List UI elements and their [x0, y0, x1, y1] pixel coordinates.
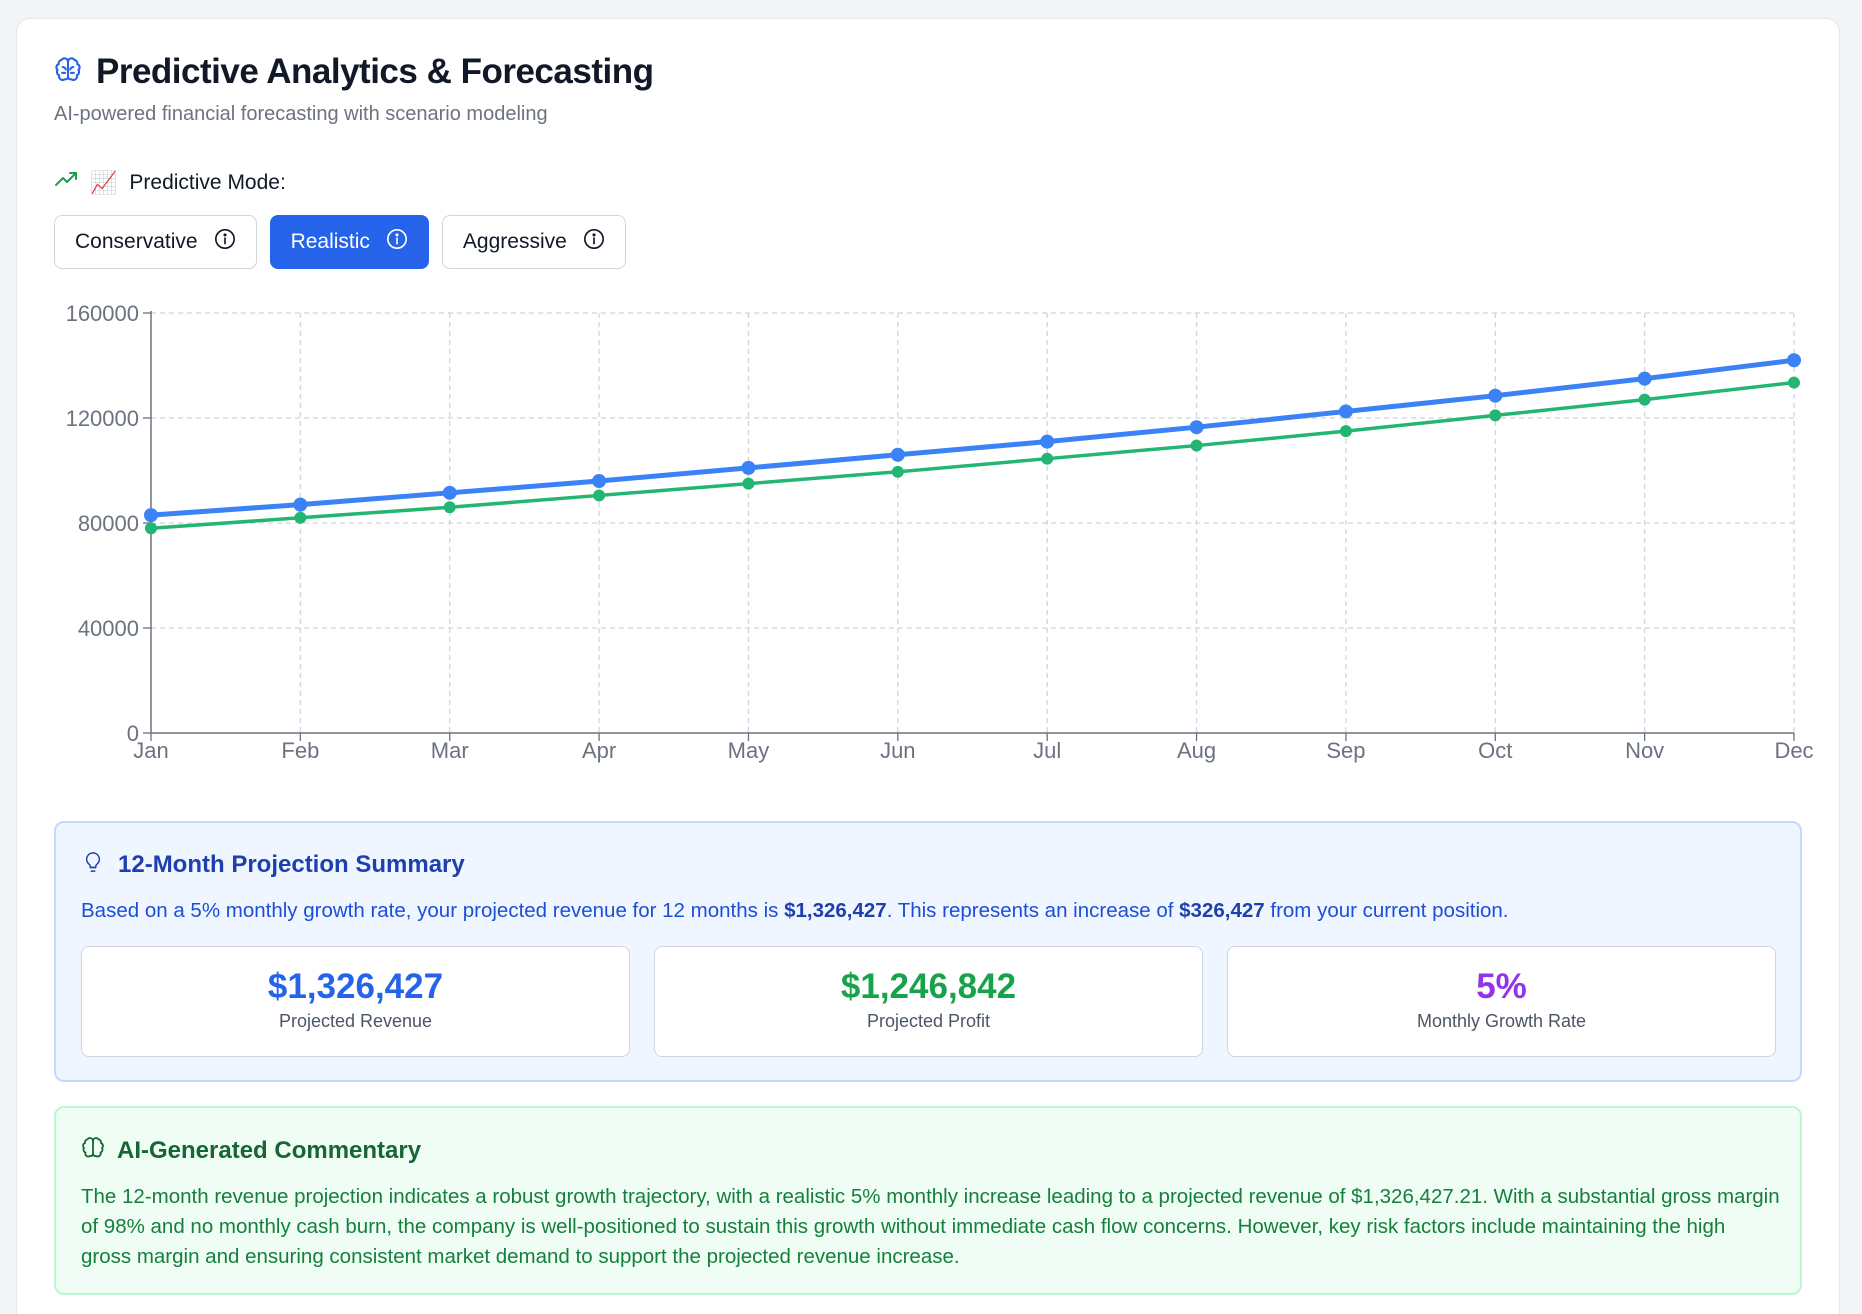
projection-summary-panel: 12-Month Projection Summary Based on a 5…	[54, 821, 1802, 1082]
x-tick-label: May	[728, 738, 770, 763]
data-point	[1339, 425, 1352, 438]
page-title: Predictive Analytics & Forecasting	[96, 52, 654, 91]
metric-label: Projected Profit	[866, 1011, 991, 1031]
data-point	[1190, 439, 1203, 452]
data-point	[742, 477, 755, 490]
x-tick-label: Nov	[1625, 738, 1664, 763]
summary-revenue-bold: $1,326,427	[784, 899, 887, 922]
mode-realistic-label: Realistic	[290, 230, 370, 253]
series-line	[150, 357, 1795, 518]
ai-commentary-header: AI-Generated Commentary	[81, 1136, 421, 1165]
info-icon[interactable]	[214, 228, 236, 256]
data-point	[890, 447, 905, 462]
x-tick-label: Mar	[431, 738, 469, 763]
metric-value: $1,326,427	[267, 967, 444, 1006]
data-point	[1189, 420, 1204, 435]
y-tick-label: 80000	[78, 511, 139, 536]
data-point	[442, 485, 457, 500]
info-icon[interactable]	[386, 228, 408, 256]
page-header: Predictive Analytics & Forecasting	[54, 52, 654, 92]
data-point	[593, 489, 606, 502]
predictive-mode-label: Predictive Mode:	[129, 171, 286, 194]
page-subtitle: AI-powered financial forecasting with sc…	[54, 103, 548, 125]
x-tick-label: Sep	[1326, 738, 1365, 763]
x-tick-label: Jun	[880, 738, 915, 763]
metric-label: Projected Revenue	[278, 1011, 433, 1031]
series-line	[150, 380, 1795, 530]
metric-projected-profit: $1,246,842 Projected Profit	[654, 946, 1203, 1057]
data-point	[1040, 434, 1055, 449]
projection-summary-header: 12-Month Projection Summary	[82, 849, 465, 880]
mode-conservative-label: Conservative	[75, 230, 198, 253]
y-tick-label: 0	[127, 721, 139, 746]
trending-up-icon	[54, 168, 78, 198]
chart-emoji-icon: 📈	[90, 170, 118, 195]
ai-commentary-title: AI-Generated Commentary	[117, 1136, 422, 1164]
summary-increase-bold: $326,427	[1179, 899, 1265, 922]
y-tick-label: 160000	[66, 301, 139, 326]
y-tick-label: 120000	[66, 406, 139, 431]
metric-label: Monthly Growth Rate	[1416, 1011, 1587, 1031]
summary-text-part: from your current position.	[1264, 899, 1509, 922]
data-point	[294, 511, 307, 524]
mode-realistic-button[interactable]: Realistic	[269, 215, 429, 269]
lightbulb-icon	[82, 849, 104, 880]
metric-projected-revenue: $1,326,427 Projected Revenue	[81, 946, 630, 1057]
ai-commentary-text: The 12-month revenue projection indicate…	[81, 1185, 1780, 1268]
data-point	[891, 465, 904, 478]
metric-value: $1,246,842	[840, 967, 1017, 1006]
predictive-mode-label-row: 📈 Predictive Mode:	[54, 168, 286, 198]
info-icon[interactable]	[583, 228, 605, 256]
projection-metrics: $1,326,427 Projected Revenue $1,246,842 …	[81, 946, 1776, 1057]
data-point	[144, 508, 158, 523]
mode-conservative-button[interactable]: Conservative	[54, 215, 257, 269]
data-point	[1637, 371, 1652, 386]
x-tick-label: Oct	[1478, 738, 1512, 763]
data-point	[1041, 452, 1054, 465]
data-point	[592, 474, 607, 488]
data-point	[741, 460, 756, 475]
data-point	[1338, 404, 1353, 419]
summary-text-part: Based on a 5% monthly growth rate, your …	[81, 899, 785, 922]
data-point	[443, 501, 456, 514]
brain-icon	[54, 56, 82, 89]
summary-text-part: . This represents an increase of	[886, 899, 1180, 922]
ai-commentary-panel: AI-Generated Commentary The 12-month rev…	[54, 1106, 1802, 1295]
data-point	[1488, 388, 1503, 403]
y-tick-label: 40000	[78, 616, 139, 641]
data-point	[145, 522, 157, 535]
forecast-line-chart: 0 40000 80000 120000 160000 Jan Feb Mar Apr May Ju…	[66, 301, 1814, 763]
metric-value: 5%	[1476, 967, 1527, 1006]
x-tick-label: Feb	[281, 738, 319, 763]
x-tick-label: Jan	[133, 738, 168, 763]
x-tick-label: Apr	[582, 738, 616, 763]
data-point	[1787, 353, 1801, 368]
projection-summary-title: 12-Month Projection Summary	[118, 850, 465, 878]
mode-aggressive-button[interactable]: Aggressive	[441, 215, 626, 269]
mode-selector: Conservative Realistic Aggressive	[54, 215, 626, 269]
data-point	[1638, 393, 1651, 406]
metric-growth-rate: 5% Monthly Growth Rate	[1227, 946, 1776, 1057]
brain-icon	[81, 1136, 105, 1165]
x-tick-label: Dec	[1774, 738, 1813, 763]
x-tick-label: Jul	[1033, 738, 1061, 763]
x-tick-label: Aug	[1177, 738, 1216, 763]
data-point	[1489, 409, 1502, 422]
mode-aggressive-label: Aggressive	[462, 230, 567, 253]
projection-summary-text: Based on a 5% monthly growth rate, your …	[81, 899, 1509, 923]
data-point	[293, 497, 308, 512]
data-point	[1788, 376, 1800, 389]
